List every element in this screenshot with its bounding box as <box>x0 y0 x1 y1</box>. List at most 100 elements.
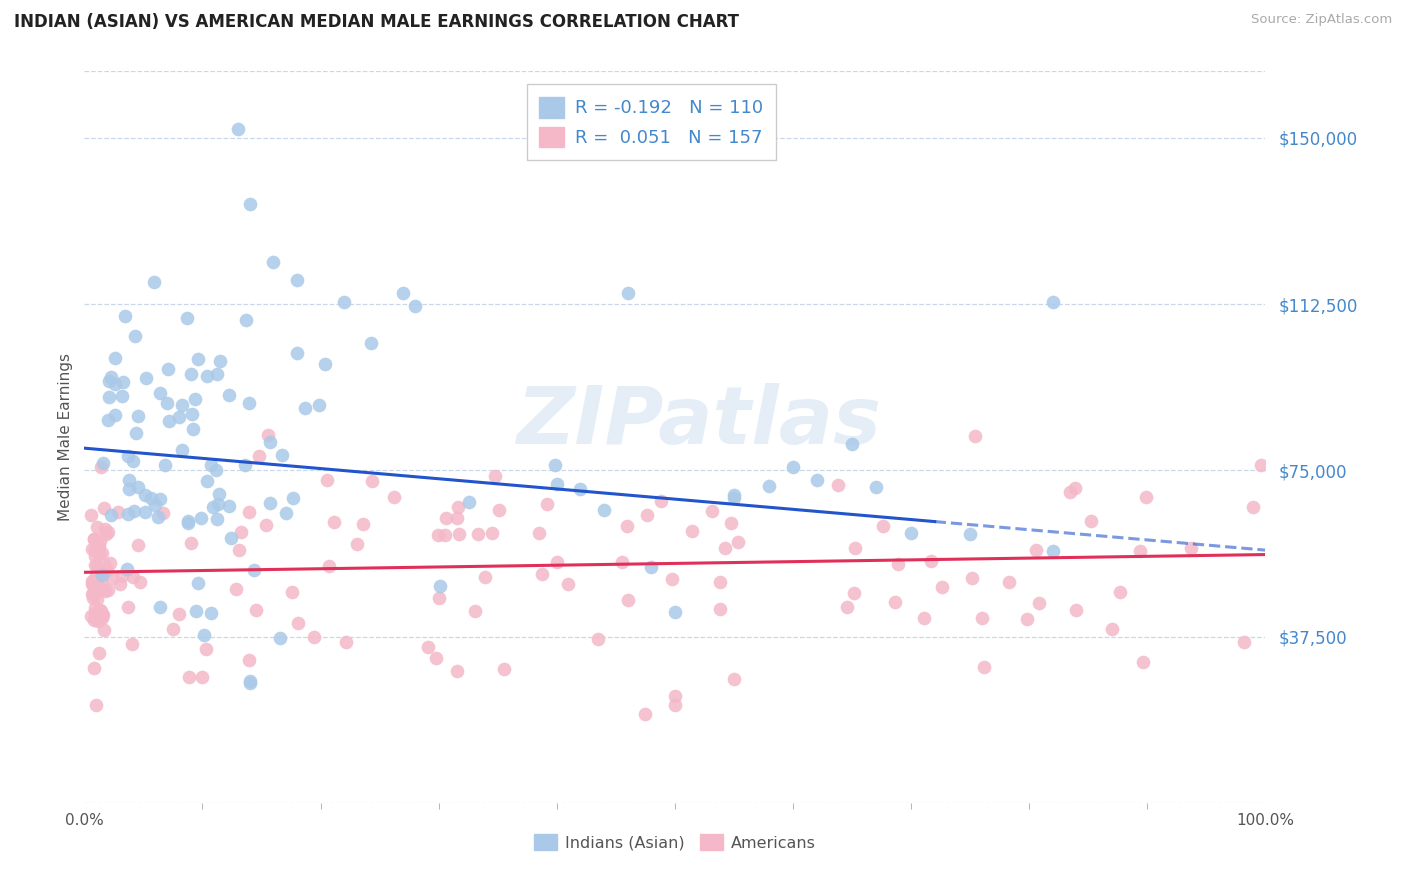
Point <box>84 568 107 582</box>
Point <box>104 351 127 366</box>
Point <box>84 606 107 620</box>
Point <box>83 661 105 675</box>
Point <box>89 547 111 561</box>
Point <box>181 422 204 436</box>
Point <box>86 614 108 628</box>
Point <box>187 576 209 591</box>
Point <box>82 574 104 588</box>
Point <box>960 571 983 585</box>
Point <box>84 698 107 712</box>
Point <box>143 499 166 513</box>
Point <box>89 582 111 596</box>
Point <box>135 371 157 385</box>
Point <box>593 503 616 517</box>
Point <box>201 500 224 515</box>
Point <box>207 497 229 511</box>
Point <box>225 582 247 596</box>
Point <box>170 398 193 412</box>
Point <box>1028 596 1050 610</box>
Point <box>481 525 503 540</box>
Point <box>664 690 686 704</box>
Point <box>283 491 305 506</box>
Point <box>467 527 489 541</box>
Point <box>758 479 780 493</box>
Point <box>616 519 638 533</box>
Point <box>997 574 1019 589</box>
Point <box>536 498 558 512</box>
Point <box>82 577 104 591</box>
Point <box>205 463 228 477</box>
Point <box>931 580 953 594</box>
Point <box>557 577 579 591</box>
Point <box>335 635 357 649</box>
Point <box>200 458 222 472</box>
Point <box>488 503 510 517</box>
Point <box>827 478 849 492</box>
Point <box>97 375 120 389</box>
Point <box>527 525 550 540</box>
Point <box>709 601 731 615</box>
Point <box>318 559 340 574</box>
Point <box>1063 482 1085 496</box>
Point <box>720 516 742 530</box>
Point <box>191 669 214 683</box>
Point <box>287 615 309 630</box>
Point <box>1080 514 1102 528</box>
Point <box>723 488 745 502</box>
Point <box>127 538 149 552</box>
Point <box>124 329 146 343</box>
Point <box>122 504 145 518</box>
Point <box>186 603 208 617</box>
Point <box>449 527 471 541</box>
Point <box>226 122 249 136</box>
Point <box>176 311 198 326</box>
Point <box>149 599 172 614</box>
Point <box>714 541 737 555</box>
Point <box>183 392 205 407</box>
Point <box>314 357 336 371</box>
Point <box>361 474 384 488</box>
Point <box>83 533 105 547</box>
Point <box>360 335 382 350</box>
Point <box>111 569 134 583</box>
Point <box>195 369 218 384</box>
Point <box>193 628 215 642</box>
Point <box>865 479 887 493</box>
Point <box>90 582 112 596</box>
Y-axis label: Median Male Earnings: Median Male Earnings <box>58 353 73 521</box>
Text: INDIAN (ASIAN) VS AMERICAN MEDIAN MALE EARNINGS CORRELATION CHART: INDIAN (ASIAN) VS AMERICAN MEDIAN MALE E… <box>14 13 740 31</box>
Point <box>1042 543 1064 558</box>
Point <box>80 587 103 601</box>
Point <box>82 577 104 591</box>
Point <box>100 370 122 384</box>
Point <box>616 285 638 300</box>
Point <box>1064 603 1087 617</box>
Point <box>149 492 172 507</box>
Point <box>276 506 298 520</box>
Point <box>650 493 672 508</box>
Point <box>107 505 129 519</box>
Point <box>231 525 253 540</box>
Point <box>972 611 994 625</box>
Point <box>83 532 105 546</box>
Point <box>87 540 110 554</box>
Point <box>104 376 127 391</box>
Point <box>285 346 308 360</box>
Point <box>118 482 141 496</box>
Point <box>382 490 405 504</box>
Point <box>218 388 240 402</box>
Point <box>80 508 103 522</box>
Point <box>1135 490 1157 504</box>
Point <box>108 576 131 591</box>
Point <box>86 592 108 607</box>
Point <box>569 482 592 496</box>
Point <box>238 653 260 667</box>
Point <box>709 575 731 590</box>
Point <box>841 436 863 450</box>
Point <box>149 386 172 401</box>
Point <box>84 549 107 564</box>
Point <box>304 630 326 644</box>
Point <box>316 473 339 487</box>
Point <box>200 607 222 621</box>
Point <box>177 514 200 528</box>
